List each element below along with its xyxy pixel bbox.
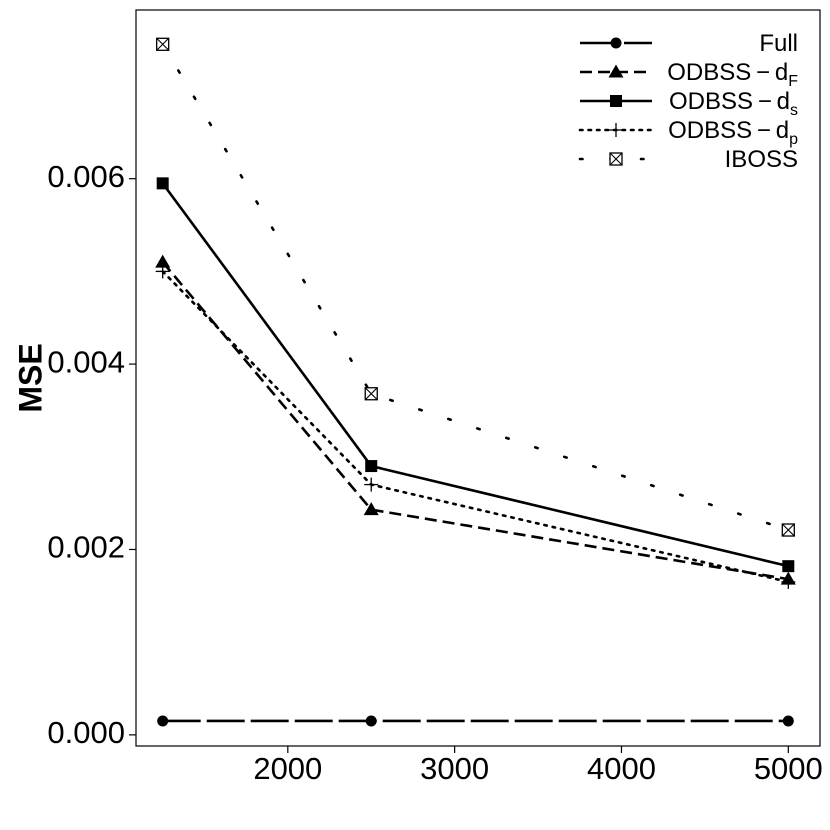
- data-point-full: [157, 715, 169, 727]
- x-tick-label: 2000: [253, 751, 322, 786]
- legend-label-main: IBOSS: [725, 146, 798, 173]
- triangle-marker-shape: [155, 254, 171, 268]
- series-odbss-ds: [156, 177, 795, 573]
- legend-label-subscript: p: [789, 131, 798, 148]
- data-point-iboss: [364, 387, 378, 401]
- legend-item-odbss-ds: ODBSS − ds: [580, 88, 798, 119]
- x-tick-label: 3000: [420, 751, 489, 786]
- data-point-odbss-df: [155, 254, 171, 268]
- circle-marker-shape: [365, 715, 377, 727]
- circle-marker-shape: [610, 37, 622, 49]
- y-tick-label: 0.000: [47, 715, 125, 750]
- legend-label: ODBSS − ds: [669, 88, 798, 119]
- legend-label-main: ODBSS − d: [669, 88, 790, 115]
- legend-label-subscript: F: [788, 73, 798, 90]
- legend-key-marker: [610, 95, 622, 107]
- legend-label: Full: [759, 30, 798, 57]
- data-point-odbss-dp: [364, 477, 379, 492]
- data-point-iboss: [781, 523, 795, 537]
- data-point-odbss-ds: [782, 560, 795, 573]
- y-axis-title: MSE: [12, 343, 48, 412]
- legend-label-main: ODBSS − d: [668, 117, 789, 144]
- circle-marker-shape: [157, 715, 169, 727]
- series-full: [157, 715, 794, 727]
- legend-label: ODBSS − dF: [667, 59, 798, 90]
- square-marker-shape: [610, 95, 622, 107]
- y-tick-label: 0.002: [47, 530, 125, 565]
- y-tick-label: 0.006: [47, 159, 125, 194]
- legend-key-marker: [610, 37, 622, 49]
- y-axis-title-group: MSE: [12, 343, 48, 412]
- x-tick-label: 5000: [754, 751, 823, 786]
- legend-item-iboss: IBOSS: [578, 146, 798, 173]
- square-marker-shape: [365, 460, 378, 473]
- data-point-iboss: [156, 37, 170, 51]
- boxed-x-marker-d2: [609, 152, 623, 166]
- legend-label-main: ODBSS − d: [667, 59, 788, 86]
- data-point-odbss-dp: [781, 574, 796, 589]
- legend-label-subscript: s: [790, 102, 798, 119]
- square-marker-shape: [782, 560, 795, 573]
- axes: 0.000 0.002 0.004 0.006 2000 3000 4000 5000: [47, 9, 823, 786]
- triangle-marker-shape: [363, 502, 379, 516]
- data-point-odbss-df: [363, 502, 379, 516]
- boxed-x-marker-d2: [781, 523, 795, 537]
- square-marker-shape: [156, 177, 169, 190]
- data-point-odbss-dp: [155, 264, 170, 279]
- legend-label: ODBSS − dp: [668, 117, 798, 148]
- legend-key-marker: [609, 123, 623, 137]
- boxed-x-marker-d2: [156, 37, 170, 51]
- plot-panel-border: [135, 9, 821, 747]
- legend-key-marker: [608, 64, 624, 78]
- data-point-odbss-ds: [365, 460, 378, 473]
- circle-marker-shape: [782, 715, 794, 727]
- legend-item-full: Full: [580, 30, 798, 57]
- y-tick-label: 0.004: [47, 344, 125, 379]
- series-line-odbss-dp: [161, 270, 790, 584]
- legend-label-main: Full: [759, 30, 798, 57]
- x-tick-label: 4000: [587, 751, 656, 786]
- boxed-x-marker-d2: [364, 387, 378, 401]
- series-line-odbss-df: [161, 261, 789, 581]
- legend-label: IBOSS: [725, 146, 798, 173]
- data-point-odbss-ds: [156, 177, 169, 190]
- legend-item-odbss-dp: ODBSS − dp: [578, 117, 798, 148]
- legend-key-marker: [609, 152, 623, 166]
- data-point-full: [365, 715, 377, 727]
- series-iboss: [156, 37, 795, 537]
- legend-item-odbss-df: ODBSS − dF: [580, 59, 798, 90]
- series-odbss-dp: [155, 264, 796, 589]
- series-layer: [155, 37, 796, 727]
- data-point-full: [782, 715, 794, 727]
- triangle-marker-shape: [608, 64, 624, 78]
